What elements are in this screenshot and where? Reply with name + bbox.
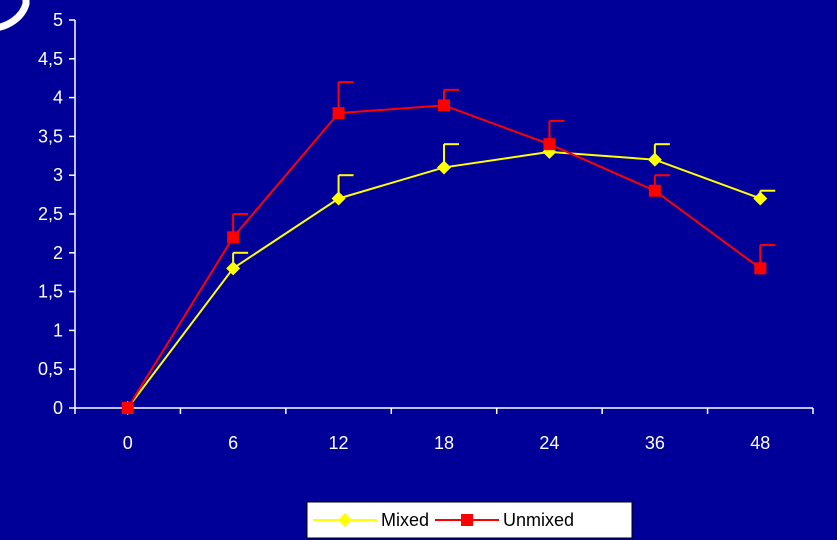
legend: Mixed Unmixed [306,501,633,539]
y-tick-label: 1,5 [38,282,63,302]
axes [74,20,813,409]
x-tick-label: 24 [539,433,559,453]
y-tick-label: 2,5 [38,204,63,224]
legend-label-unmixed: Unmixed [503,510,574,530]
series-layer [120,81,776,415]
data-point-unmixed [438,99,450,112]
data-point-mixed [331,191,346,206]
data-point-mixed [647,152,662,167]
data-point-unmixed [121,402,134,414]
data-point-unmixed [227,231,240,244]
y-tick-label: 2 [53,243,63,263]
y-tick-label: 4 [53,88,63,108]
series-mixed [120,143,776,415]
y-tick-label: 1 [53,320,63,340]
x-axis-ticks: 0 6 12 18 24 36 48 [74,408,814,453]
legend-marker-mixed [338,513,352,527]
data-point-unmixed [332,107,345,120]
y-tick-label: 5 [53,10,63,30]
y-tick-label: 4,5 [38,49,63,69]
legend-marker-unmixed [461,514,474,526]
data-point-mixed [437,160,451,175]
y-tick-label: 3,5 [38,126,63,146]
x-tick-label: 18 [434,433,454,453]
data-point-unmixed [754,262,767,275]
x-tick-label: 0 [123,433,133,453]
y-axis-ticks: 0 0,5 1 1,5 2 2,5 3 3,5 4 4,5 5 [38,10,75,418]
data-point-unmixed [648,184,661,197]
data-point-unmixed [543,138,556,151]
series-line-mixed [126,150,761,409]
x-tick-label: 48 [750,433,770,453]
corner-shape-fragment [0,0,30,31]
y-tick-label: 0,5 [38,359,63,379]
x-tick-label: 36 [645,433,665,453]
data-point-mixed [753,191,768,206]
y-tick-label: 3 [53,165,63,185]
x-tick-label: 6 [228,433,238,453]
data-point-mixed [226,261,241,276]
x-tick-label: 12 [329,433,349,453]
series-unmixed [121,81,776,414]
legend-label-mixed: Mixed [381,510,429,530]
y-tick-label: 0 [53,398,63,418]
